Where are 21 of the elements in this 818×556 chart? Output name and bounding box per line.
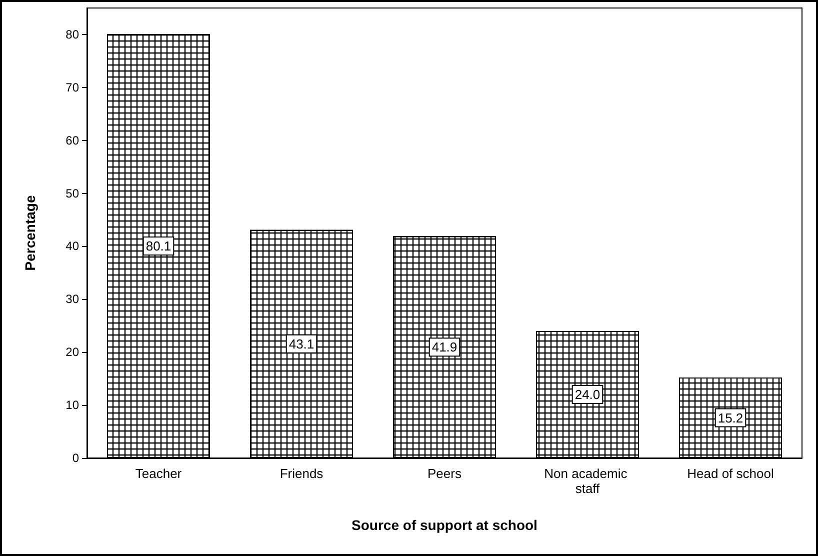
y-tick-label: 50	[66, 186, 80, 200]
x-tick-label: Non academic staff	[544, 466, 631, 496]
x-tick-label: Peers	[428, 466, 462, 481]
y-tick-label: 70	[66, 80, 80, 94]
x-axis-title: Source of support at school	[352, 517, 538, 533]
y-tick-label: 80	[66, 27, 80, 42]
data-label: 41.9	[432, 340, 458, 355]
y-tick-label: 40	[66, 239, 80, 254]
x-tick-label: Teacher	[135, 466, 182, 481]
x-tick-label: Head of school	[687, 466, 774, 481]
y-axis-title: Percentage	[22, 195, 38, 271]
data-label: 15.2	[718, 410, 744, 426]
y-tick-label: 60	[66, 133, 80, 148]
data-label: 24.0	[574, 386, 600, 402]
data-label: 80.1	[146, 238, 172, 254]
y-tick-label: 20	[66, 345, 80, 360]
data-label: 43.1	[288, 336, 314, 352]
y-tick-label: 10	[66, 398, 80, 412]
y-tick-label: 0	[72, 451, 80, 465]
x-tick-label: Friends	[280, 466, 324, 481]
y-tick-label: 30	[66, 292, 80, 306]
